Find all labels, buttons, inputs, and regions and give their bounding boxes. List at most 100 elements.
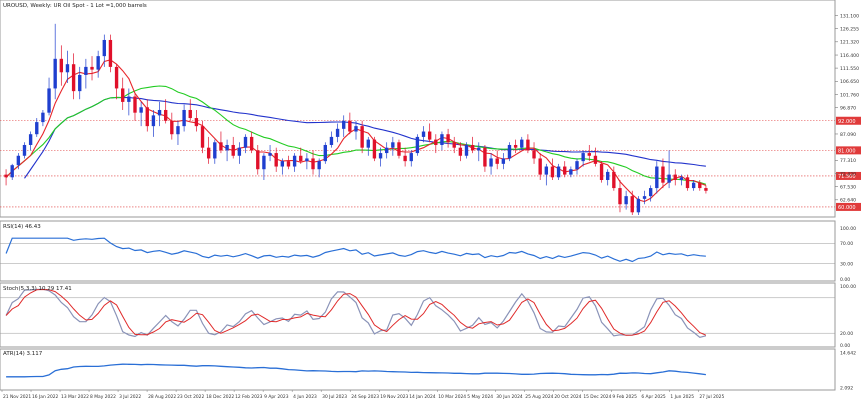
- price-tag: [836, 146, 861, 155]
- candle-body: [612, 171, 616, 189]
- y-tick-label: 96.870: [840, 105, 856, 111]
- candle-body: [550, 166, 555, 178]
- candle-body: [53, 58, 57, 89]
- x-tick-label: 16 Jan 2022: [32, 394, 59, 400]
- ma-slow-line: [24, 96, 706, 179]
- y-tick-label: 62.640: [840, 198, 856, 204]
- candle-body: [274, 153, 278, 167]
- candle-body: [446, 134, 450, 143]
- candle-body: [28, 134, 33, 145]
- y-tick-label: 126.255: [840, 26, 859, 32]
- stoch-tick-label: 20.00: [840, 331, 853, 337]
- x-tick-label: 30 Jun 2024: [496, 394, 523, 400]
- candle-body: [4, 174, 8, 178]
- candle-body: [489, 158, 493, 167]
- candle-body: [464, 144, 469, 156]
- candle-body: [213, 142, 217, 159]
- candle-body: [556, 166, 561, 178]
- candle-body: [133, 96, 137, 113]
- price-tag-label: 71.500: [838, 174, 856, 180]
- candle-body: [685, 177, 690, 189]
- candle-body: [403, 155, 407, 162]
- candle-body: [225, 144, 229, 151]
- candle-body: [679, 177, 684, 180]
- candle-body: [206, 147, 211, 159]
- main-panel[interactable]: [0, 0, 836, 218]
- candle-body: [495, 158, 499, 164]
- y-tick-label: 87.090: [840, 132, 856, 138]
- y-tick-label: 101.760: [840, 92, 859, 98]
- rsi-tick-label: 100.00: [840, 226, 856, 232]
- candle-body: [385, 147, 389, 154]
- candle-body: [47, 88, 51, 113]
- candle-body: [532, 150, 536, 159]
- candle-body: [108, 39, 113, 67]
- candle-body: [268, 153, 272, 156]
- candle-body: [538, 158, 542, 175]
- rsi-label: RSI(14) 46.43: [3, 224, 41, 230]
- x-tick-label: 23 Oct 2022: [177, 394, 204, 400]
- atr-tick-label: 14.642: [840, 351, 856, 357]
- atr-panel[interactable]: [0, 348, 836, 391]
- atr-line: [6, 363, 706, 378]
- candle-body: [237, 147, 242, 156]
- stoch-main-line: [5, 288, 707, 338]
- candle-body: [243, 136, 248, 148]
- x-tick-label: 30 Jul 2023: [322, 394, 347, 400]
- candle-body: [114, 66, 119, 89]
- chart-title: UROUSD, Weekly: UR Oil Spot - 1 Lot =1,0…: [3, 3, 147, 9]
- candle-body: [90, 66, 94, 70]
- x-tick-label: 14 Jan 2024: [409, 394, 436, 400]
- candle-body: [698, 182, 702, 189]
- candle-body: [157, 109, 162, 116]
- candle-body: [648, 188, 653, 197]
- stoch-signal-line: [5, 288, 707, 336]
- candle-body: [636, 198, 641, 213]
- candle-body: [317, 161, 321, 170]
- candle-body: [618, 188, 622, 205]
- candle-body: [200, 126, 205, 148]
- candle-body: [593, 155, 598, 164]
- candle-body: [397, 142, 401, 156]
- candle-body: [348, 120, 352, 132]
- candle-body: [587, 153, 591, 156]
- y-tick-label: 77.310: [840, 158, 856, 164]
- atr-tick-label: 2.092: [840, 386, 853, 392]
- x-tick-label: 8 May 2022: [90, 394, 116, 400]
- candle-body: [127, 96, 131, 102]
- candle-body: [440, 134, 444, 145]
- x-tick-label: 13 Mar 2022: [61, 394, 89, 400]
- atr-label: ATR(14) 3.117: [3, 351, 43, 357]
- x-tick-label: 20 Oct 2024: [554, 394, 581, 400]
- x-tick-label: 5 May 2024: [467, 394, 493, 400]
- candle-body: [139, 107, 143, 113]
- price-tag: [836, 116, 861, 125]
- candle-body: [569, 169, 573, 175]
- x-tick-label: 9 Feb 2025: [612, 394, 637, 400]
- candle-body: [41, 112, 45, 123]
- candle-body: [360, 126, 364, 148]
- candle-body: [354, 126, 358, 132]
- candle-body: [145, 107, 149, 127]
- candle-body: [421, 131, 426, 137]
- price-tag-label: 92.000: [838, 119, 856, 125]
- candle-body: [372, 139, 377, 159]
- candle-body: [35, 122, 39, 135]
- price-tag-label: 60.000: [838, 205, 856, 211]
- candle-body: [513, 144, 518, 148]
- stoch-tick-label: 100.00: [840, 284, 856, 290]
- candle-body: [59, 58, 64, 73]
- candle-body: [16, 155, 21, 166]
- candle-body: [231, 144, 235, 156]
- candle-body: [182, 109, 186, 127]
- rsi-line: [5, 237, 706, 263]
- candle-body: [170, 120, 174, 135]
- candle-body: [667, 174, 671, 183]
- y-tick-label: 121.320: [840, 40, 859, 46]
- candle-body: [121, 88, 125, 102]
- stoch-label: Stoch(5,3,3) 10.29 17.41: [3, 286, 72, 292]
- x-tick-label: 4 Jun 2023: [293, 394, 317, 400]
- candle-body: [305, 158, 309, 162]
- candle-body: [630, 196, 634, 213]
